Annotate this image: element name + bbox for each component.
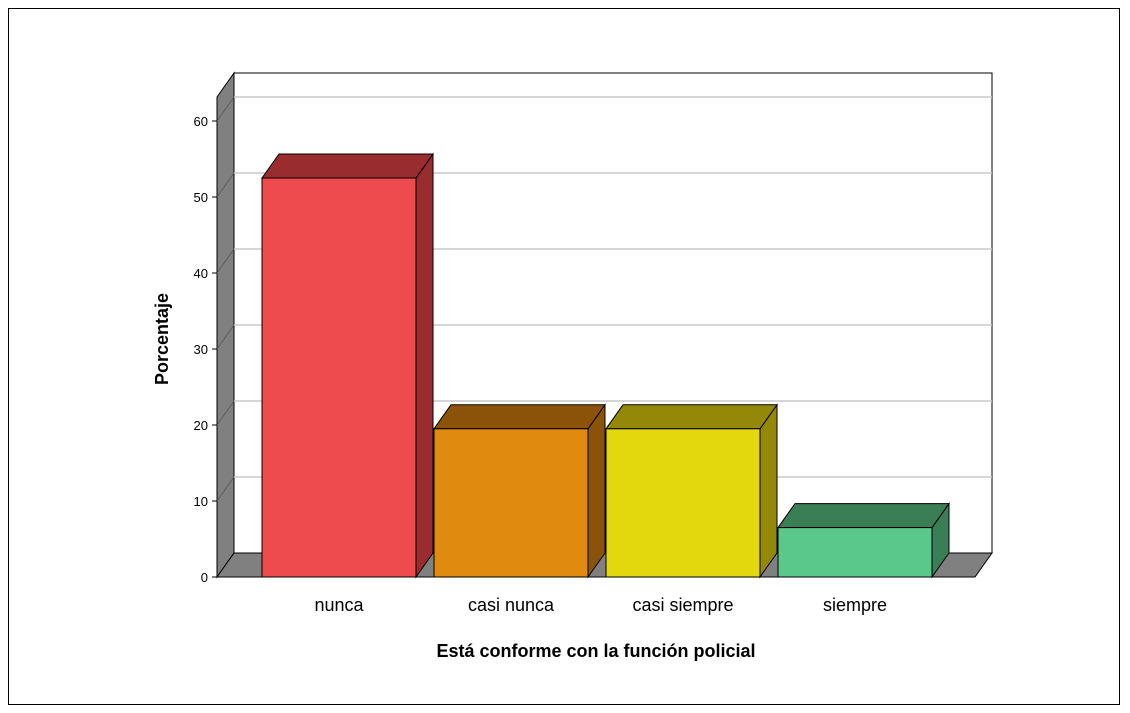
x-tick-label: nunca <box>314 595 364 615</box>
bar <box>261 177 417 578</box>
y-axis-title: Porcentaje <box>152 293 172 385</box>
x-axis-title: Está conforme con la función policial <box>436 641 755 661</box>
wall-gridline <box>216 476 235 502</box>
y-tick-label: 10 <box>194 494 208 509</box>
y-tick-label: 0 <box>201 570 208 585</box>
y-tick-label: 20 <box>194 418 208 433</box>
wall-gridline <box>216 248 235 274</box>
bar-chart: 0 10 20 30 40 50 60 nunca casi nunca casi siempre… <box>152 71 993 661</box>
chart-frame: 0 10 20 30 40 50 60 nunca casi nunca casi siempre… <box>8 8 1120 705</box>
bar-top <box>777 503 950 529</box>
x-tick-label: casi siempre <box>632 595 733 615</box>
x-tick-label: casi nunca <box>468 595 555 615</box>
bar-side <box>759 403 778 579</box>
wall-gridline <box>216 400 235 426</box>
bar-top <box>433 404 606 430</box>
wall-gridline <box>216 96 235 122</box>
bar <box>777 527 933 578</box>
y-tick-label: 40 <box>194 266 208 281</box>
left-wall <box>216 71 235 579</box>
bar <box>433 428 589 578</box>
x-tick-label: siempre <box>823 595 887 615</box>
bar-side <box>587 403 606 579</box>
y-tick-label: 60 <box>194 114 208 129</box>
bar-top <box>605 404 778 430</box>
bar-side <box>415 152 434 579</box>
wall-gridline <box>216 172 235 198</box>
bar <box>605 428 761 578</box>
y-tick-label: 50 <box>194 190 208 205</box>
bar-top <box>261 153 434 179</box>
y-tick-label: 30 <box>194 342 208 357</box>
wall-gridline <box>216 324 235 350</box>
